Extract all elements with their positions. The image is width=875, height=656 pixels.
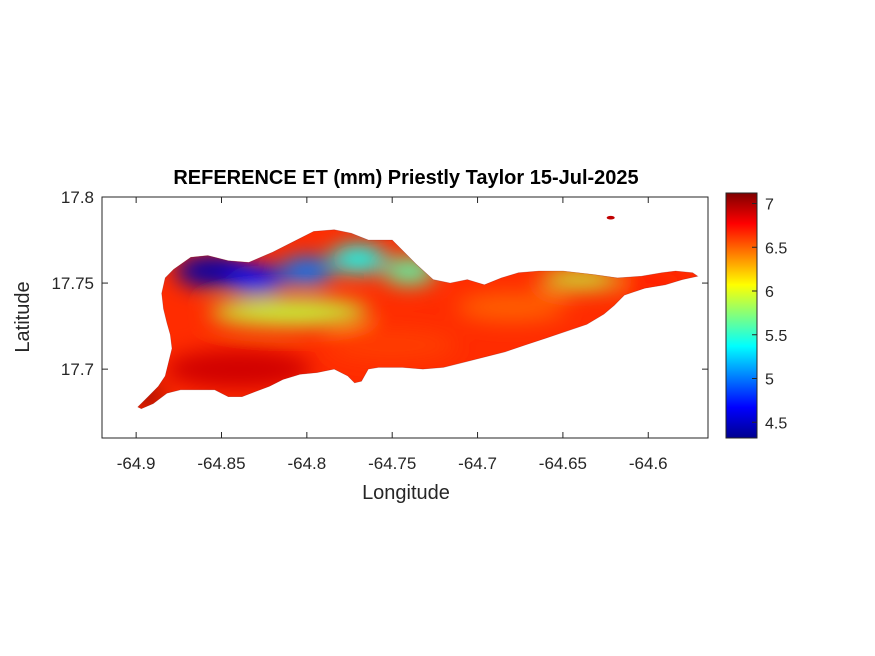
colorbar-tick-label: 4.5	[765, 415, 787, 432]
colorbar-tick-label: 5	[765, 372, 774, 389]
colorbar-tick-label: 5.5	[765, 328, 787, 345]
x-tick-label: -64.85	[197, 454, 245, 473]
field-region-south-west-plain	[163, 349, 314, 390]
x-tick-label: -64.65	[539, 454, 587, 473]
x-tick-label: -64.7	[458, 454, 497, 473]
field-blobs	[137, 245, 679, 407]
y-tick-label: 17.7	[61, 360, 94, 379]
colorbar-ticks: 4.5 5 5.5 6 6.5 7	[752, 197, 787, 432]
y-axis-label: Latitude	[12, 281, 34, 352]
x-tick-label: -64.6	[629, 454, 668, 473]
field-region-central-band	[209, 299, 370, 326]
colorbar	[725, 192, 758, 439]
x-axis: -64.9 -64.85 -64.8 -64.75 -64.7 -64.65 -64.6	[117, 197, 668, 473]
colorbar-tick-label: 7	[765, 197, 774, 214]
x-axis-label: Longitude	[362, 482, 450, 504]
island-outline	[137, 229, 699, 410]
y-tick-label: 17.75	[51, 274, 94, 293]
x-tick-label: -64.8	[287, 454, 326, 473]
colorbar-tick-label: 6	[765, 284, 774, 301]
field-region-south-central	[327, 329, 458, 361]
x-tick-label: -64.9	[117, 454, 156, 473]
y-axis: 17.7 17.75 17.8	[51, 188, 708, 379]
colorbar-tick-label: 6.5	[765, 240, 787, 257]
field-region-north-west-high	[225, 265, 286, 294]
y-tick-label: 17.8	[61, 188, 94, 207]
x-tick-label: -64.75	[368, 454, 416, 473]
field-region-north-west-ridge	[280, 257, 333, 285]
field-region-east-central	[456, 293, 567, 322]
field-region-north-central	[330, 245, 387, 273]
islet	[606, 215, 615, 220]
chart-title: REFERENCE ET (mm) Priestly Taylor 15-Jul…	[173, 167, 638, 189]
